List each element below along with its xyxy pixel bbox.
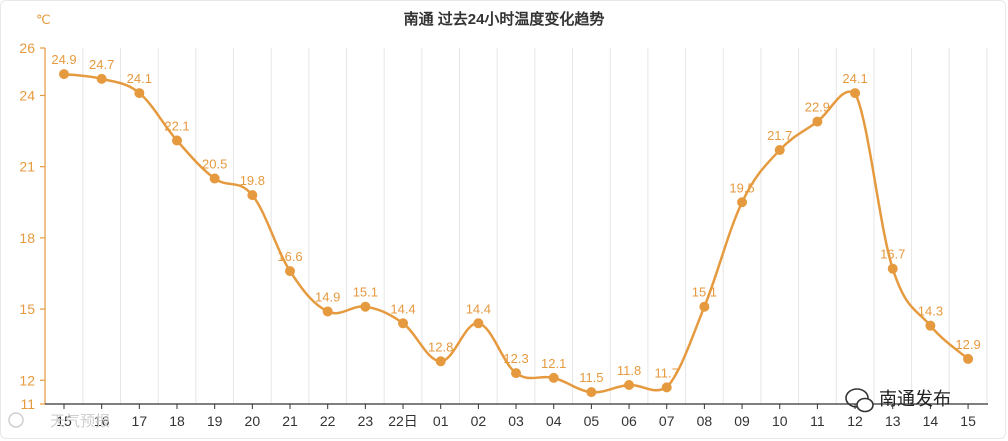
x-tick-label: 13	[885, 413, 901, 429]
x-tick-label: 14	[923, 413, 939, 429]
data-label: 12.3	[503, 351, 528, 366]
weather-watermark: 天气预报	[8, 412, 110, 430]
x-tick-labels: 15 16 17 18 19 20 21 22 23 22日 01 02 03 04 05 06 07 08 09 1…	[56, 404, 976, 429]
x-tick-label: 05	[584, 413, 600, 429]
data-label: 11.5	[579, 370, 603, 385]
x-tick-label: 08	[697, 413, 713, 429]
data-label: 14.4	[390, 301, 415, 316]
data-point	[737, 197, 748, 208]
data-point	[435, 356, 446, 367]
data-point	[925, 320, 936, 331]
data-label: 20.5	[202, 157, 227, 172]
data-point	[850, 88, 861, 99]
x-tick-label: 03	[508, 413, 524, 429]
data-point	[322, 306, 333, 317]
data-point	[398, 318, 409, 329]
data-point	[887, 263, 898, 274]
y-tick-label: 18	[19, 230, 35, 246]
weather-logo-icon	[8, 412, 24, 428]
data-label: 19.8	[240, 173, 265, 188]
x-tick-label: 15	[960, 413, 976, 429]
data-point	[624, 380, 635, 391]
data-label: 24.9	[51, 52, 76, 67]
data-point	[812, 116, 823, 127]
data-label: 12.9	[955, 337, 980, 352]
data-label: 19.5	[729, 180, 754, 195]
data-point	[59, 69, 69, 80]
data-point	[963, 353, 974, 364]
x-tick-label: 19	[207, 413, 223, 429]
x-tick-label: 18	[169, 413, 185, 429]
x-tick-label: 12	[847, 413, 863, 429]
chart-title: 南通 过去24小时温度变化趋势	[404, 10, 605, 28]
x-tick-label: 04	[546, 413, 562, 429]
y-axis-unit: ℃	[36, 12, 51, 27]
data-point	[285, 266, 296, 277]
data-points	[59, 69, 974, 398]
y-tick-label: 26	[19, 40, 35, 56]
x-tick-label: 01	[433, 413, 449, 429]
data-point	[511, 368, 522, 379]
grid-lines	[44, 48, 988, 404]
data-point	[548, 372, 559, 383]
x-tick-label: 22	[320, 413, 336, 429]
data-label: 21.7	[767, 128, 792, 143]
data-point	[360, 301, 371, 312]
data-point	[172, 135, 183, 146]
x-tick-label: 11	[810, 413, 825, 429]
y-tick-label: 12	[19, 372, 35, 388]
x-tick-label: 07	[659, 413, 675, 429]
data-point	[209, 173, 220, 184]
data-labels: 24.9 24.7 24.1 22.1 20.5 19.8 16.6 14.9 15.1 14.4…	[51, 52, 980, 385]
y-tick-label: 15	[19, 301, 35, 317]
data-point	[699, 301, 710, 312]
data-point	[96, 73, 107, 84]
data-point	[134, 88, 145, 99]
x-tick-label: 06	[621, 413, 637, 429]
x-tick-label: 20	[245, 413, 261, 429]
watermark-weather: 天气预报	[50, 413, 110, 430]
watermark-nantong-fabu: 南通发布	[879, 389, 951, 409]
data-point	[586, 387, 597, 398]
temperature-series-line	[63, 72, 969, 394]
data-point	[247, 190, 258, 201]
x-tick-label: 23	[358, 413, 374, 429]
y-tick-label: 11	[20, 396, 35, 412]
y-tick-label: 24	[19, 87, 35, 103]
data-label: 15.1	[353, 285, 378, 300]
data-label: 22.9	[805, 100, 830, 115]
x-tick-label: 15	[56, 413, 72, 429]
data-label: 16.6	[277, 249, 302, 264]
x-tick-label: 02	[471, 413, 487, 429]
data-label: 16.7	[880, 247, 905, 262]
y-tick-label: 21	[19, 159, 35, 175]
data-label: 24.1	[842, 71, 867, 86]
y-tick-labels: 11 12 15 18 21 24 26	[19, 40, 45, 412]
data-label: 11.7	[655, 365, 679, 380]
data-label: 11.8	[617, 363, 641, 378]
wechat-watermark: 南通发布	[845, 388, 951, 413]
x-tick-label: 16	[94, 413, 110, 429]
data-label: 24.7	[89, 57, 114, 72]
x-tick-label: 10	[772, 413, 788, 429]
data-label: 14.3	[918, 304, 943, 319]
x-tick-label: 09	[734, 413, 750, 429]
x-tick-label: 21	[282, 413, 298, 429]
data-label: 14.9	[315, 289, 340, 304]
x-tick-label: 22日	[388, 413, 418, 429]
data-label: 14.4	[466, 301, 491, 316]
data-label: 15.1	[692, 285, 717, 300]
data-point	[473, 318, 484, 329]
data-point	[661, 382, 672, 393]
data-label: 12.8	[428, 339, 453, 354]
data-label: 12.1	[541, 356, 566, 371]
data-point	[774, 145, 785, 156]
data-label: 24.1	[127, 71, 152, 86]
data-label: 22.1	[164, 119, 189, 134]
x-tick-label: 17	[132, 413, 148, 429]
